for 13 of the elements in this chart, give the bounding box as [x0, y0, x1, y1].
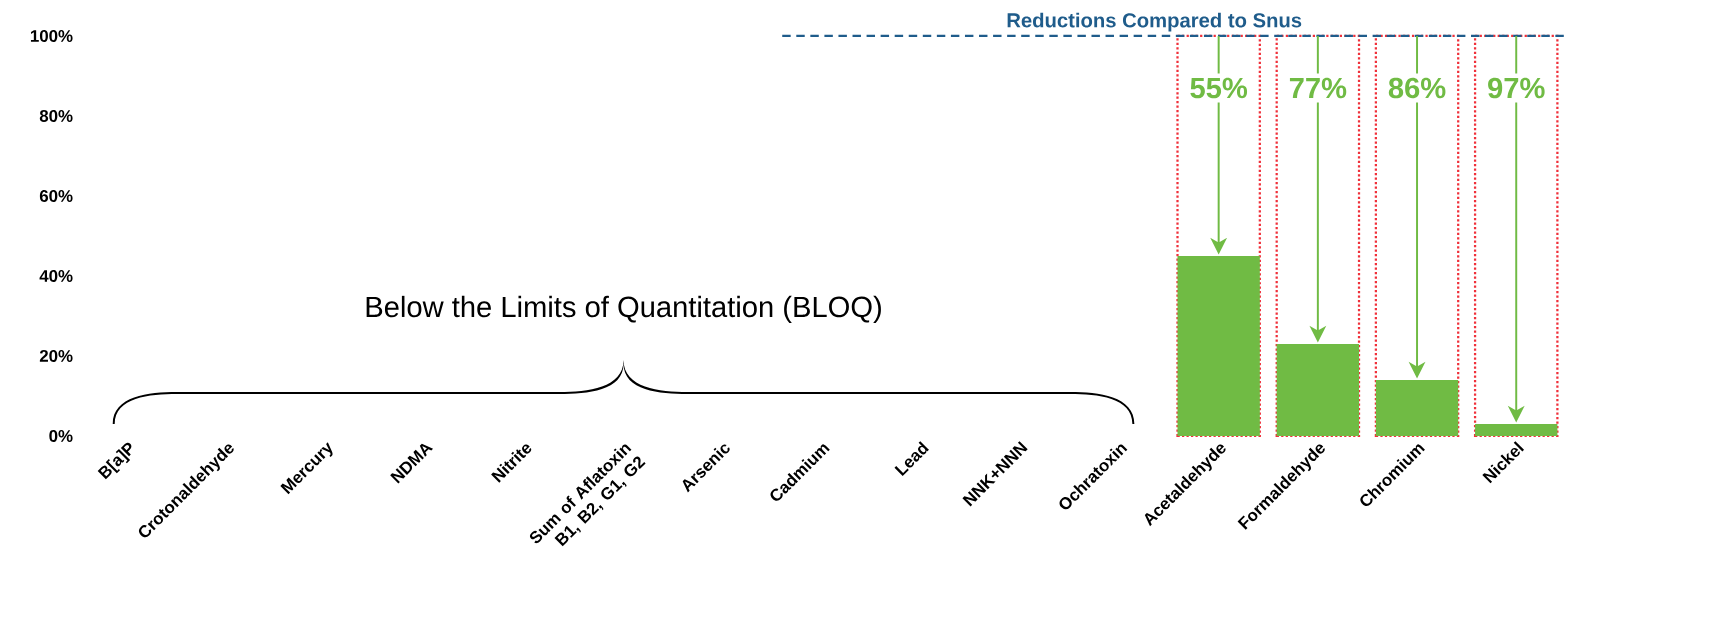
- annotation: 55%: [1190, 77, 1248, 99]
- y-tick-label: 20%: [39, 350, 73, 362]
- y-tick-label: 80%: [39, 110, 73, 122]
- y-tick-label: 0%: [49, 430, 73, 442]
- annotation: 86%: [1388, 77, 1446, 99]
- y-tick-label: 100%: [30, 30, 73, 42]
- ref-line-label: Reductions Compared to Snus: [1007, 12, 1302, 32]
- annotation: 97%: [1488, 77, 1545, 99]
- bar: [1473, 34, 1559, 438]
- y-tick-label: 60%: [39, 190, 73, 202]
- y-tick-label: 40%: [39, 270, 73, 282]
- annotation: Below the Limits of Quantitation (BLOQ): [366, 295, 881, 324]
- annotation: 77%: [1289, 77, 1347, 99]
